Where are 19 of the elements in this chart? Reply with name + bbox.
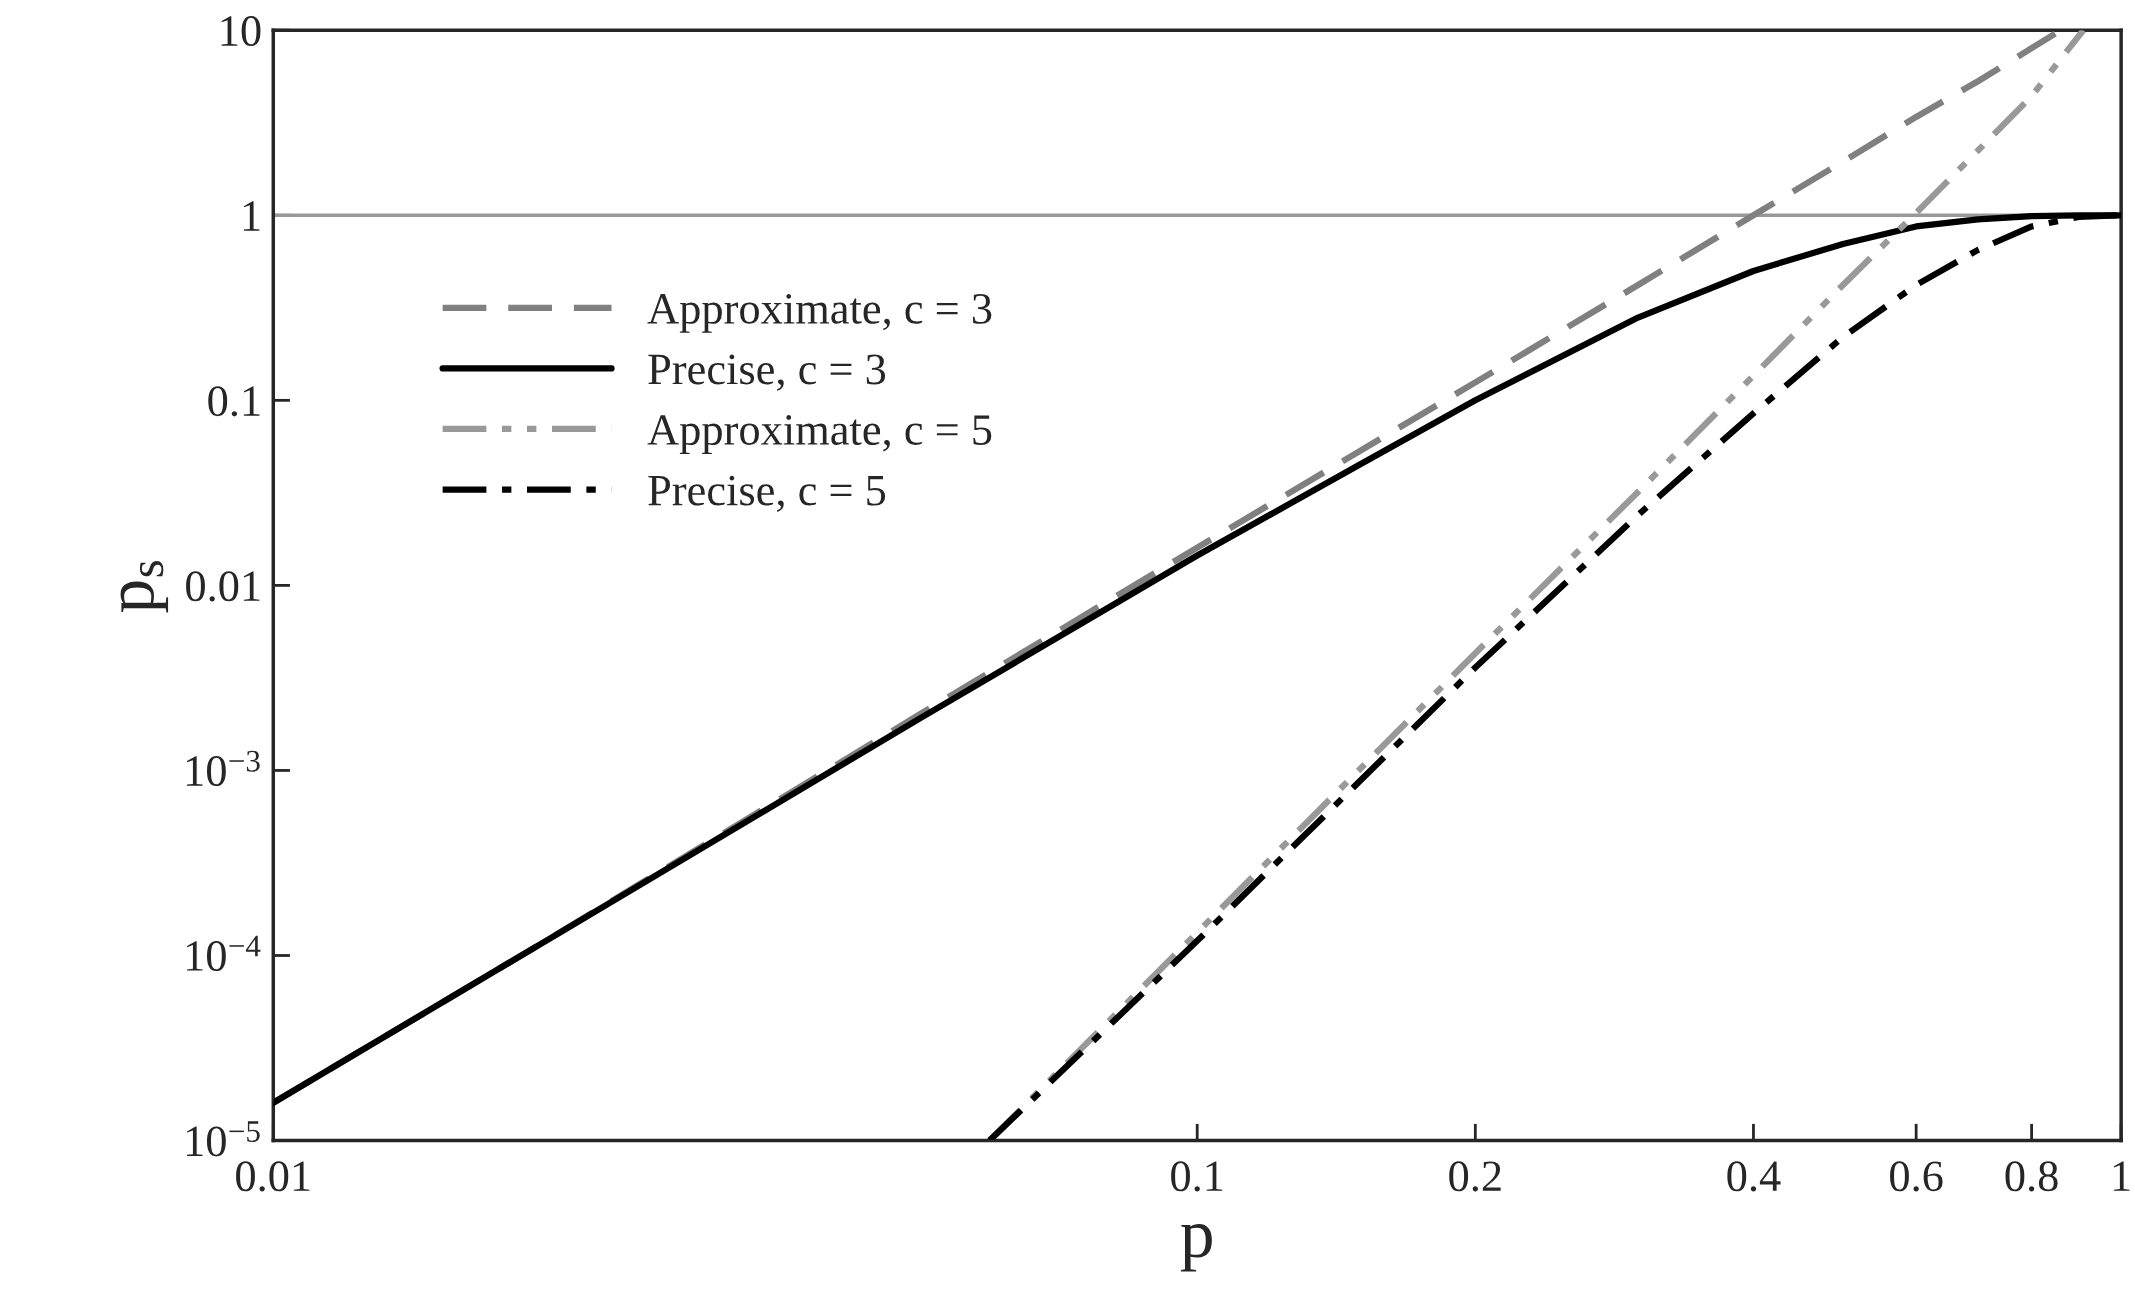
legend-label: Precise, c = 5 [648,475,886,512]
y-tick-label: 10 [221,16,261,47]
y-tick-label: 10$^{−5}$ [186,1121,260,1157]
y-axis-title: p$_{s}$ [120,561,169,613]
x-tick-label: 0.4 [1727,1161,1781,1192]
legend-label: Approximate, c = 3 [647,293,992,333]
y-tick-label: 0.1 [208,386,260,417]
x-tick-label: 0.6 [1890,1161,1943,1192]
x-tick-label: 0.1 [1171,1161,1223,1192]
x-tick-label: 0.8 [2005,1161,2058,1192]
y-tick-label: 10$^{−3}$ [186,750,260,787]
x-axis-title: p [1180,1224,1212,1272]
y-tick-label: 0.01 [186,571,260,602]
legend-label: Approximate, c = 5 [647,415,992,455]
y-tick-label: 1 [243,201,260,231]
legend-label: Precise, c = 3 [648,354,886,391]
x-tick-label: 1 [2113,1161,2130,1191]
x-tick-label: 0.2 [1449,1161,1501,1192]
y-tick-label: 10$^{−4}$ [186,935,261,972]
